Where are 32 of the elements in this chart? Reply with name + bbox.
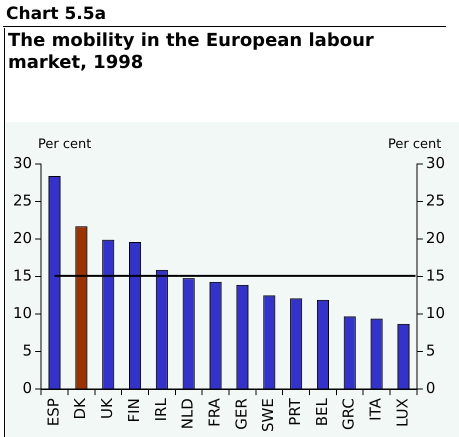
- x-tick-label: NLD: [178, 398, 197, 430]
- y-axis-title: Per cent: [38, 137, 92, 152]
- y-tick-label: 25: [12, 191, 32, 210]
- x-tick-label: LUX: [393, 398, 412, 428]
- y2-tick-label: 20: [426, 228, 446, 247]
- x-tick-label: BEL: [312, 398, 331, 426]
- x-tick-label: FRA: [205, 397, 224, 427]
- y2-tick-label: 15: [426, 266, 446, 284]
- y-tick-label: 15: [12, 266, 32, 284]
- y-tick-label: 20: [12, 228, 32, 247]
- x-tick-label: UK: [98, 397, 116, 419]
- y2-tick-label: 5: [426, 342, 436, 360]
- y-tick-label: 0: [22, 379, 32, 398]
- x-tick-label: PRT: [286, 397, 304, 426]
- y-tick-label: 30: [12, 154, 32, 172]
- x-tick-label: IRL: [152, 398, 170, 422]
- y-tick-label: 5: [22, 342, 32, 360]
- x-tick-label: SWE: [259, 398, 278, 432]
- x-tick-label: DK: [71, 397, 90, 420]
- chart-subtitle: The mobility in the European labour market, 1998: [8, 30, 375, 74]
- chart-title: Chart 5.5a: [3, 2, 446, 27]
- y2-tick-label: 30: [426, 154, 446, 172]
- y2-tick-label: 25: [426, 191, 446, 210]
- x-tick-label: GER: [232, 398, 250, 430]
- y2-axis-title: Per cent: [388, 137, 442, 152]
- y2-tick-label: 10: [426, 304, 446, 322]
- x-tick-label: ESP: [44, 398, 62, 426]
- y2-tick-label: 0: [426, 379, 436, 398]
- x-tick-label: FIN: [124, 398, 143, 422]
- x-tick-label: ITA: [366, 397, 385, 421]
- y-tick-label: 10: [12, 304, 32, 322]
- x-tick-label: GRC: [340, 398, 358, 430]
